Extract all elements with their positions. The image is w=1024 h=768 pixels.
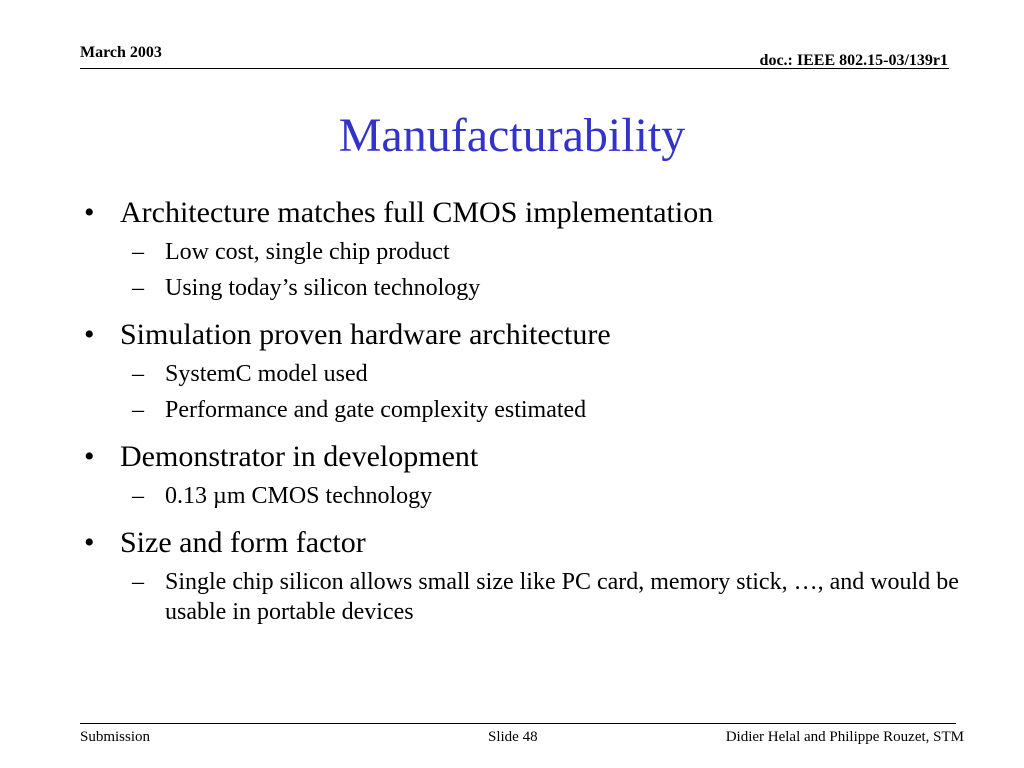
bullet-text: Size and form factor <box>120 526 366 559</box>
sub-bullet-item: – Single chip silicon allows small size … <box>80 567 960 627</box>
bullet-item: • Architecture matches full CMOS impleme… <box>80 191 960 235</box>
sub-bullet-text: Low cost, single chip product <box>165 239 450 265</box>
sub-bullet-text: SystemC model used <box>165 361 368 387</box>
slide-body: • Architecture matches full CMOS impleme… <box>80 190 960 629</box>
bullet-item: • Size and form factor <box>80 521 960 565</box>
dash-marker: – <box>132 569 144 595</box>
bullet-text: Architecture matches full CMOS implement… <box>120 196 714 229</box>
bullet-marker: • <box>84 440 95 473</box>
bullet-text: Demonstrator in development <box>120 440 479 473</box>
footer-slide-number: Slide 48 <box>488 729 538 745</box>
sub-bullet-text: Performance and gate complexity estimate… <box>165 397 587 423</box>
bullet-marker: • <box>84 526 95 559</box>
bullet-item: • Demonstrator in development <box>80 435 960 479</box>
footer-divider <box>80 723 956 724</box>
header-divider <box>80 68 949 69</box>
bullet-text: Simulation proven hardware architecture <box>120 318 611 351</box>
bullet-marker: • <box>84 196 95 229</box>
dash-marker: – <box>132 397 144 423</box>
sub-bullet-item: – Performance and gate complexity estima… <box>80 395 960 425</box>
bullet-marker: • <box>84 318 95 351</box>
dash-marker: – <box>132 483 144 509</box>
header-doc-id: doc.: IEEE 802.15-03/139r1 <box>759 52 948 69</box>
sub-bullet-text: Using today’s silicon technology <box>165 275 481 301</box>
dash-marker: – <box>132 275 144 301</box>
sub-bullet-item: – Low cost, single chip product <box>80 237 960 267</box>
sub-bullet-text: 0.13 µm CMOS technology <box>165 483 433 509</box>
footer-authors: Didier Helal and Philippe Rouzet, STM <box>725 729 964 745</box>
dash-marker: – <box>132 239 144 265</box>
sub-bullet-item: – 0.13 µm CMOS technology <box>80 481 960 511</box>
bullet-item: • Simulation proven hardware architectur… <box>80 313 960 357</box>
footer-submission: Submission <box>80 729 151 745</box>
dash-marker: – <box>132 361 144 387</box>
header-date: March 2003 <box>80 44 162 61</box>
sub-bullet-text: Single chip silicon allows small size li… <box>165 569 959 625</box>
sub-bullet-item: – Using today’s silicon technology <box>80 273 960 303</box>
sub-bullet-item: – SystemC model used <box>80 359 960 389</box>
slide-title: Manufacturability <box>338 109 686 162</box>
